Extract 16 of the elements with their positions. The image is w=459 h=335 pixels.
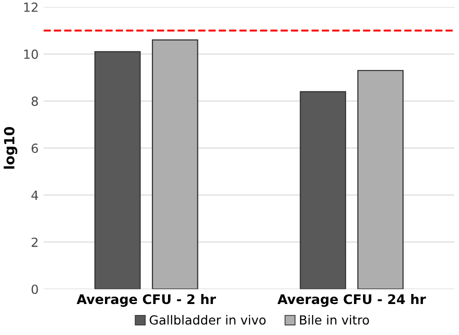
- y-tick-label: 2: [32, 238, 38, 247]
- y-tick-label: 6: [32, 144, 38, 153]
- y-tick-label: 8: [32, 96, 38, 106]
- x-tick-label: Average CFU - 24 hr: [277, 294, 426, 307]
- legend-label: Bile in vitro: [300, 315, 369, 325]
- bar: [94, 51, 141, 290]
- y-tick-label: 0: [32, 284, 38, 294]
- legend-label: Gallbladder in vivo: [150, 315, 266, 325]
- x-tick-label: Average CFU - 2 hr: [76, 294, 216, 307]
- y-tick-label: 12: [24, 2, 38, 12]
- y-tick-label: 4: [31, 190, 38, 200]
- bar: [357, 70, 404, 290]
- y-axis-title: log10: [4, 126, 18, 169]
- y-tick-label: 10: [24, 50, 38, 59]
- bar: [152, 39, 198, 290]
- bar: [300, 91, 346, 290]
